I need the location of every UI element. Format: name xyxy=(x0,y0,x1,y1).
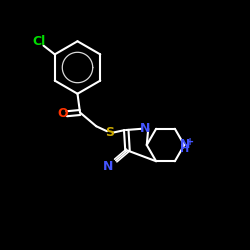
Text: Cl: Cl xyxy=(32,35,45,48)
Text: +: + xyxy=(186,137,194,147)
Text: O: O xyxy=(58,107,68,120)
Text: N: N xyxy=(180,138,190,150)
Text: N: N xyxy=(140,122,151,135)
Text: N: N xyxy=(103,160,114,173)
Text: S: S xyxy=(106,126,114,139)
Text: H: H xyxy=(180,144,190,154)
